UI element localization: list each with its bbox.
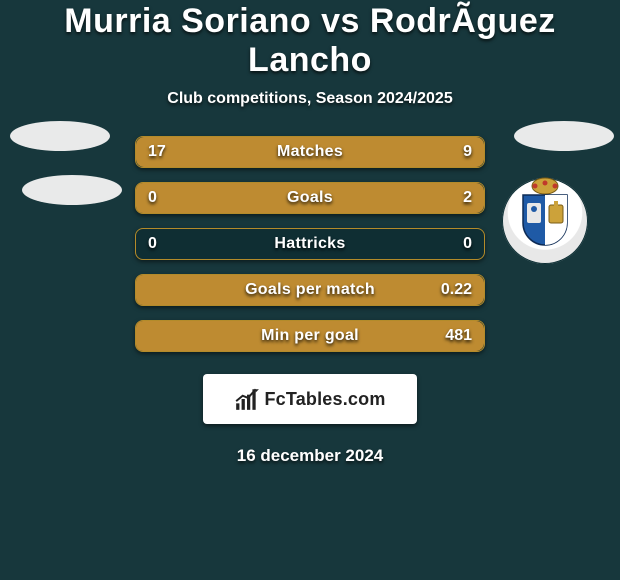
comparison-bars: 179Matches02Goals00Hattricks0.22Goals pe… bbox=[135, 136, 485, 352]
date-text: 16 december 2024 bbox=[237, 446, 384, 466]
brand-card: FcTables.com bbox=[203, 374, 417, 424]
stat-value-right: 0 bbox=[463, 229, 472, 259]
stat-label: Hattricks bbox=[136, 229, 484, 259]
stat-row: 02Goals bbox=[135, 182, 485, 214]
stat-row: 0 0Hattricks bbox=[135, 228, 485, 260]
stat-value-right: 9 bbox=[463, 137, 472, 167]
brand-text: FcTables.com bbox=[264, 389, 385, 410]
stat-value-left: 0 bbox=[148, 229, 157, 259]
subtitle: Club competitions, Season 2024/2025 bbox=[167, 90, 452, 108]
page-title: Murria Soriano vs RodrÃ­guez Lancho bbox=[0, 2, 620, 80]
stat-row: 0.22Goals per match bbox=[135, 274, 485, 306]
club-crest bbox=[502, 178, 588, 264]
player-left-badge-1 bbox=[10, 121, 110, 151]
stat-value-left: 17 bbox=[148, 137, 166, 167]
player-right-badge-1 bbox=[514, 121, 614, 151]
stat-value-right: 481 bbox=[445, 321, 472, 351]
stat-row: 481Min per goal bbox=[135, 320, 485, 352]
stat-value-right: 0.22 bbox=[441, 275, 472, 305]
stat-row: 179Matches bbox=[135, 136, 485, 168]
player-left-badge-2 bbox=[22, 175, 122, 205]
stat-value-left: 0 bbox=[148, 183, 157, 213]
stat-value-right: 2 bbox=[463, 183, 472, 213]
